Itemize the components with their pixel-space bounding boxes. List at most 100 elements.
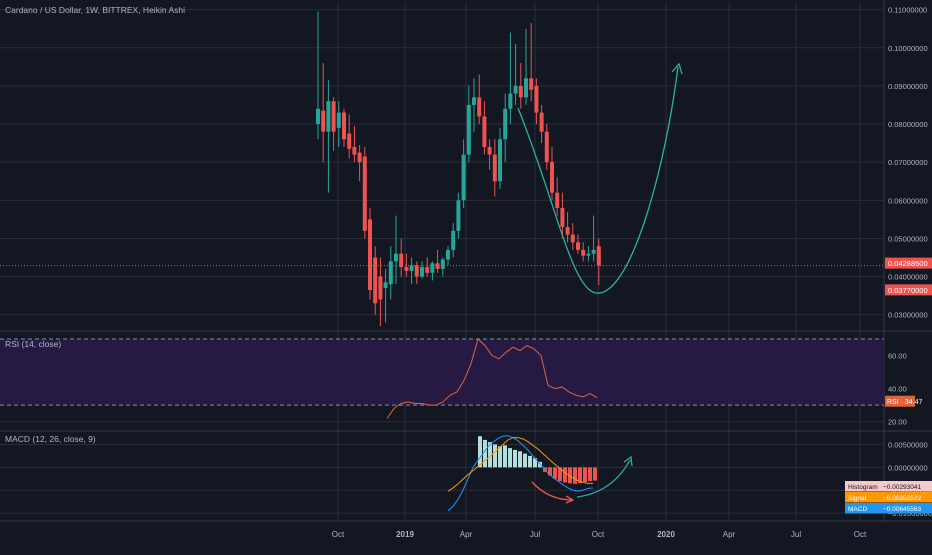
candle-body[interactable] [529, 78, 534, 90]
candle-body[interactable] [550, 162, 554, 193]
macd-legend-name: MACD [848, 506, 867, 513]
candle-body[interactable] [539, 112, 544, 132]
candle-body[interactable] [513, 85, 518, 94]
candle-body[interactable] [430, 263, 435, 273]
candle-body[interactable] [586, 253, 591, 256]
candle-body[interactable] [492, 154, 497, 182]
price-pane[interactable] [0, 11, 884, 327]
candle-body[interactable] [331, 101, 336, 132]
macd-legend-value: −0.00293041 [883, 484, 922, 491]
candle-body[interactable] [440, 259, 445, 269]
candle-body[interactable] [596, 246, 601, 266]
candle-body[interactable] [576, 242, 580, 250]
macd-red-arrow-drawing[interactable] [531, 481, 573, 501]
candle-body[interactable] [404, 267, 409, 271]
candle-body[interactable] [336, 112, 341, 128]
candle-body[interactable] [487, 146, 492, 155]
price-tick-label: 0.07000000 [888, 158, 928, 167]
candle-body[interactable] [321, 110, 326, 132]
candle-body[interactable] [420, 267, 424, 277]
macd-histogram-bar [553, 467, 557, 479]
macd-histogram-bar [518, 451, 522, 468]
macd-histogram-bar [568, 467, 572, 484]
macd-histogram-bar [508, 448, 512, 468]
candle-body[interactable] [357, 152, 362, 163]
candle-body[interactable] [399, 253, 404, 268]
macd-histogram-bar [578, 467, 582, 483]
candle-body[interactable] [461, 154, 466, 201]
candle-body[interactable] [466, 104, 471, 155]
candle-body[interactable] [472, 97, 476, 105]
candle-body[interactable] [425, 267, 430, 273]
candle-body[interactable] [508, 93, 513, 109]
candle-body[interactable] [362, 156, 367, 231]
candle-body[interactable] [560, 207, 565, 228]
macd-teal-arrow-head [623, 455, 633, 467]
macd-histogram-bar [548, 467, 552, 476]
price-tick-label: 0.09000000 [888, 82, 928, 91]
candle-body[interactable] [446, 249, 450, 260]
candle-body[interactable] [570, 234, 575, 243]
signal-line[interactable] [447, 437, 593, 492]
candle-body[interactable] [451, 230, 456, 250]
price-tick-label: 0.04000000 [888, 273, 928, 282]
candle-body[interactable] [435, 263, 440, 269]
rsi-pane[interactable] [0, 338, 884, 419]
macd-histogram-bar [558, 467, 562, 482]
candle-body[interactable] [591, 249, 596, 254]
candle-body[interactable] [581, 249, 586, 256]
price-label-badge [885, 284, 932, 296]
projection-arrow-head [671, 62, 683, 75]
x-tick-label: Jul [530, 530, 540, 539]
candle-body[interactable] [352, 146, 357, 155]
macd-histogram-bar [478, 436, 482, 468]
candle-body[interactable] [456, 200, 461, 231]
candle-body[interactable] [383, 282, 388, 289]
price-tick-label: 0.11000000 [888, 6, 927, 15]
candle-body[interactable] [477, 97, 482, 117]
macd-legend-badge [845, 492, 932, 503]
macd-pane[interactable] [447, 435, 633, 512]
macd-histogram-bar [513, 449, 517, 468]
candle-body[interactable] [373, 257, 378, 304]
candle-body[interactable] [388, 261, 393, 285]
x-tick-label: Apr [723, 530, 736, 539]
macd-legend-value: −0.00352522 [883, 495, 922, 502]
price-label-badge [885, 257, 932, 269]
candle-body[interactable] [326, 101, 331, 132]
candle-body[interactable] [482, 116, 487, 147]
candle-body[interactable] [498, 139, 502, 182]
macd-tick-label: 0.00500000 [888, 440, 928, 449]
macd-legend-name: Signal [848, 495, 867, 502]
rsi-value-badge [885, 395, 915, 407]
macd-line[interactable] [447, 435, 594, 512]
candle-body[interactable] [555, 192, 560, 208]
candle-body[interactable] [342, 112, 346, 140]
grid-layer [0, 0, 932, 522]
macd-teal-arrow-drawing[interactable] [576, 459, 631, 498]
price-label-text: 0.03770000 [888, 286, 928, 295]
candle-body[interactable] [524, 78, 528, 98]
candle-body[interactable] [518, 85, 523, 98]
candle-body[interactable] [368, 219, 372, 290]
candle-body[interactable] [409, 265, 414, 271]
x-tick-label: Jul [791, 530, 801, 539]
candle-body[interactable] [347, 133, 352, 149]
price-tick-label: 0.08000000 [888, 120, 928, 129]
projection-curve-drawing[interactable] [517, 66, 679, 294]
candle-body[interactable] [544, 131, 549, 163]
candle-body[interactable] [534, 85, 539, 113]
macd-histogram-bar [498, 446, 502, 468]
macd-red-arrow-head [565, 495, 575, 504]
x-tick-label: Oct [592, 530, 605, 539]
rsi-line[interactable] [386, 338, 598, 419]
price-tick-label: 0.06000000 [888, 196, 928, 205]
candle-body[interactable] [565, 227, 570, 235]
candle-body[interactable] [378, 276, 383, 300]
candle-body[interactable] [414, 265, 419, 277]
candle-body[interactable] [394, 253, 398, 262]
candle-body[interactable] [316, 108, 320, 125]
candle-body[interactable] [503, 108, 508, 140]
